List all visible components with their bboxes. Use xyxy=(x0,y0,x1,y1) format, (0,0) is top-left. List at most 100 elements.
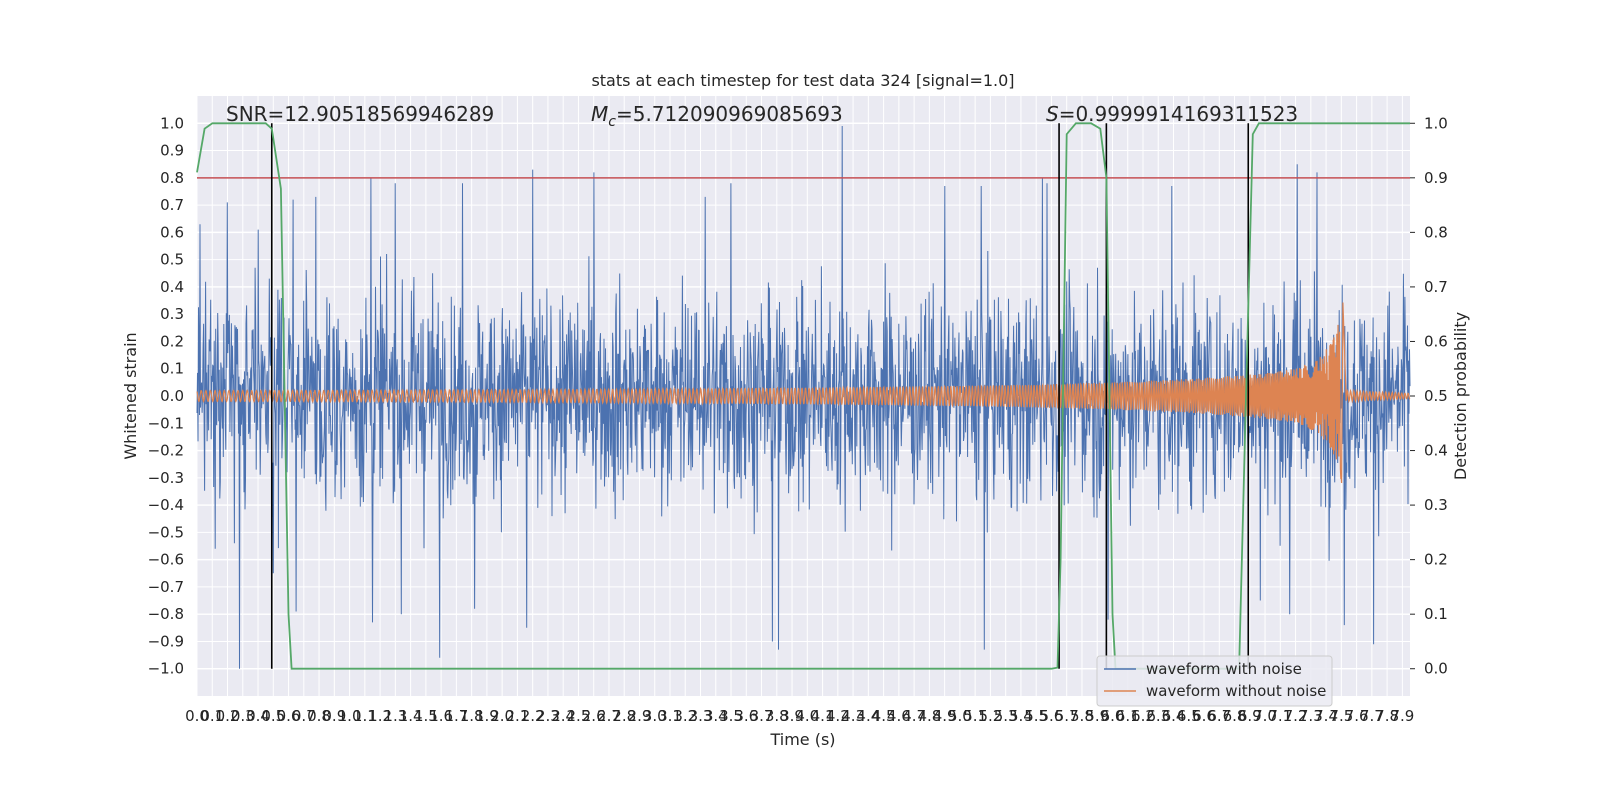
y-left-tick-label: 0.6 xyxy=(160,223,184,241)
x-tick-label: 2.2 xyxy=(521,707,545,725)
x-tick-label: 1.9 xyxy=(475,707,499,725)
y-right-axis-label: Detection probability xyxy=(1451,312,1470,480)
legend-label-noise: waveform with noise xyxy=(1146,660,1302,678)
x-tick-label: 4.2 xyxy=(826,707,850,725)
y-left-tick-label: −0.5 xyxy=(148,523,184,541)
x-tick-label: 5.1 xyxy=(963,707,987,725)
x-tick-label: 7.8 xyxy=(1375,707,1399,725)
x-tick-label: 4.5 xyxy=(872,707,896,725)
x-tick-label: 6.0 xyxy=(1101,707,1125,725)
y-left-tick-label: −1.0 xyxy=(148,660,184,678)
x-tick-label: 1.8 xyxy=(460,707,484,725)
y-right-tick-label: 0.8 xyxy=(1424,223,1448,241)
x-tick-label: 1.0 xyxy=(338,707,362,725)
y-left-tick-label: −0.6 xyxy=(148,551,184,569)
x-tick-label: 7.9 xyxy=(1390,707,1414,725)
s-symbol: S xyxy=(1046,102,1059,126)
x-tick-label: 4.1 xyxy=(811,707,835,725)
y-right-tick-label: 0.6 xyxy=(1424,332,1448,350)
x-tick-label: 7.6 xyxy=(1345,707,1369,725)
y-left-tick-label: −0.8 xyxy=(148,605,184,623)
y-right-tick-label: 0.4 xyxy=(1424,442,1448,460)
y-left-tick-label: 0.2 xyxy=(160,332,184,350)
y-left-tick-label: −0.1 xyxy=(148,414,184,432)
x-tick-label: 0.2 xyxy=(216,707,240,725)
x-tick-label: 7.0 xyxy=(1253,707,1277,725)
y-right-tick-labels: 0.0 0.1 0.2 0.3 0.4 0.5 0.6 0.7 0.8 0.9 1.0 xyxy=(1410,114,1448,678)
y-right-tick-label: 1.0 xyxy=(1424,114,1448,132)
y-left-tick-label: 0.3 xyxy=(160,305,184,323)
x-tick-label: 3.7 xyxy=(750,707,774,725)
y-left-tick-label: 0.7 xyxy=(160,196,184,214)
legend: waveform with noise waveform without noi… xyxy=(1096,655,1333,707)
x-tick-label: 2.7 xyxy=(597,707,621,725)
x-tick-label: 5.0 xyxy=(948,707,972,725)
y-right-tick-label: 0.2 xyxy=(1424,551,1448,569)
y-left-tick-labels: −1.0 −0.9 −0.8 −0.7 −0.6 −0.5 −0.4 −0.3 −0.2 −0.1… xyxy=(148,114,184,677)
snr-annotation: SNR=12.90518569946289 xyxy=(226,102,494,126)
y-left-tick-label: 1.0 xyxy=(160,114,184,132)
x-tick-label: 5.2 xyxy=(978,707,1002,725)
x-tick-label: 5.5 xyxy=(1024,707,1048,725)
x-tick-label: 2.9 xyxy=(628,707,652,725)
x-tick-label: 3.5 xyxy=(719,707,743,725)
x-axis-label: Time (s) xyxy=(769,730,835,749)
series-waveform-with-noise xyxy=(196,125,1411,669)
y-left-tick-label: 0.0 xyxy=(160,387,184,405)
x-tick-label: 6.5 xyxy=(1177,707,1201,725)
x-tick-label: 5.3 xyxy=(994,707,1018,725)
x-tick-label: 2.0 xyxy=(490,707,514,725)
legend-box xyxy=(1096,655,1333,707)
x-tick-label: 6.4 xyxy=(1162,707,1186,725)
chart-title: stats at each timestep for test data 324… xyxy=(591,71,1014,90)
x-tick-label: 2.5 xyxy=(567,707,591,725)
x-tick-label: 6.8 xyxy=(1223,707,1247,725)
x-tick-label: 1.1 xyxy=(353,707,377,725)
x-tick-label: 5.4 xyxy=(1009,707,1033,725)
x-tick-label: 0.5 xyxy=(261,707,285,725)
x-tick-label: 0.4 xyxy=(246,707,270,725)
x-tick-labels: 0.00.10.20.30.40.50.60.70.80.91.01.11.21… xyxy=(185,707,1414,725)
x-tick-label: 4.3 xyxy=(841,707,865,725)
x-tick-label: 5.8 xyxy=(1070,707,1094,725)
y-right-tick-label: 0.3 xyxy=(1424,496,1448,514)
x-tick-label: 3.8 xyxy=(765,707,789,725)
x-tick-label: 0.0 xyxy=(185,707,209,725)
y-left-tick-label: −0.9 xyxy=(148,632,184,650)
x-tick-label: 3.6 xyxy=(734,707,758,725)
x-tick-label: 0.7 xyxy=(292,707,316,725)
x-tick-label: 3.3 xyxy=(689,707,713,725)
x-tick-label: 6.2 xyxy=(1131,707,1155,725)
y-left-tick-label: −0.2 xyxy=(148,442,184,460)
x-tick-label: 3.9 xyxy=(780,707,804,725)
y-left-tick-label: 0.5 xyxy=(160,251,184,269)
x-tick-label: 0.1 xyxy=(200,707,224,725)
y-right-tick-label: 0.9 xyxy=(1424,169,1448,187)
y-left-tick-label: 0.4 xyxy=(160,278,184,296)
series-waveform-without-noise xyxy=(196,302,1411,484)
y-left-tick-label: −0.3 xyxy=(148,469,184,487)
x-tick-label: 3.1 xyxy=(658,707,682,725)
x-tick-label: 2.6 xyxy=(582,707,606,725)
mc-subscript: c xyxy=(608,114,616,130)
s-value: =0.9999914169311523 xyxy=(1059,102,1298,126)
y-left-tick-label: 0.1 xyxy=(160,360,184,378)
x-tick-label: 1.5 xyxy=(414,707,438,725)
x-tick-label: 4.6 xyxy=(887,707,911,725)
series-detection-probability xyxy=(196,122,1410,670)
x-tick-label: 1.3 xyxy=(383,707,407,725)
x-tick-label: 6.7 xyxy=(1207,707,1231,725)
x-tick-label: 6.6 xyxy=(1192,707,1216,725)
x-tick-label: 7.2 xyxy=(1284,707,1308,725)
x-tick-label: 1.7 xyxy=(444,707,468,725)
x-tick-label: 7.3 xyxy=(1299,707,1323,725)
y-right-tick-label: 0.7 xyxy=(1424,278,1448,296)
x-tick-label: 3.2 xyxy=(673,707,697,725)
x-tick-label: 7.4 xyxy=(1314,707,1338,725)
x-tick-label: 4.0 xyxy=(795,707,819,725)
x-tick-label: 0.8 xyxy=(307,707,331,725)
x-tick-label: 1.2 xyxy=(368,707,392,725)
x-tick-label: 0.6 xyxy=(277,707,301,725)
x-tick-label: 7.7 xyxy=(1360,707,1384,725)
y-left-tick-label: 0.8 xyxy=(160,169,184,187)
